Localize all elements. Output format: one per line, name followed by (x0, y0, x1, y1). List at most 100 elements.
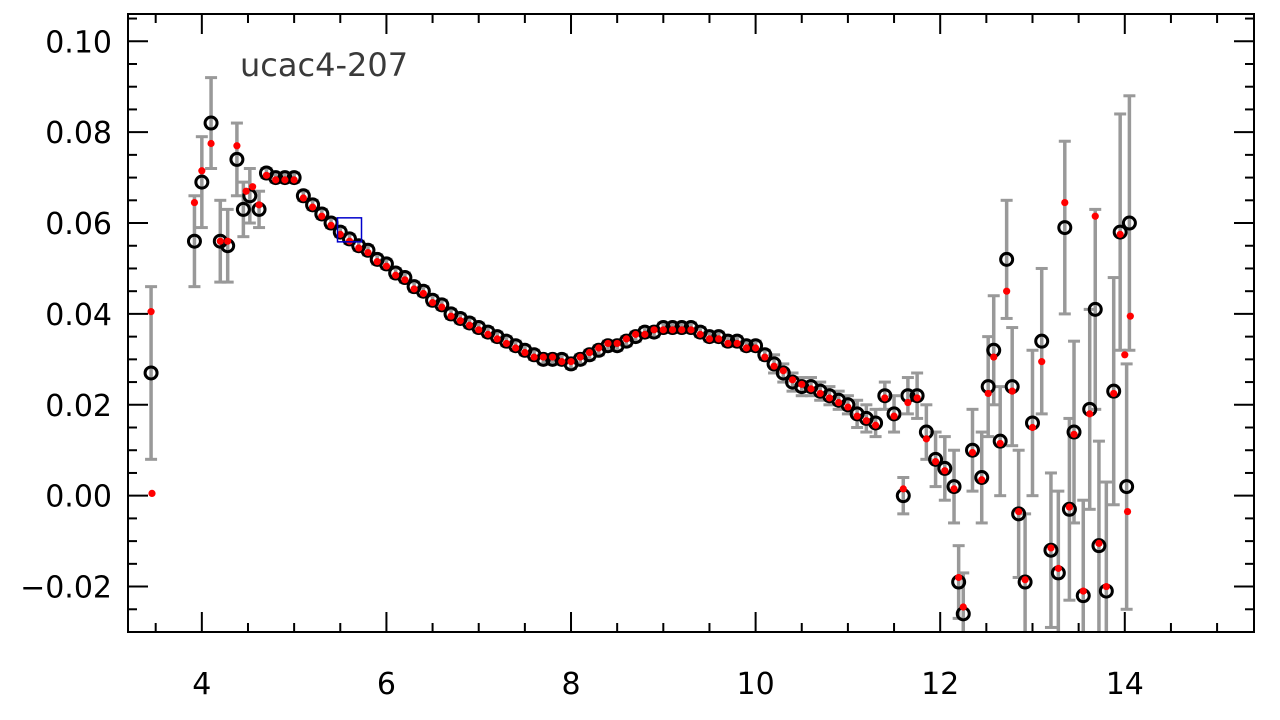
red-dot-point (539, 353, 547, 361)
red-dot-point (770, 362, 778, 370)
red-dot-point (1054, 564, 1062, 572)
red-dot-point (318, 212, 326, 220)
red-dot-point (807, 385, 815, 393)
red-dot-point (622, 335, 630, 343)
red-dot-point (881, 394, 889, 402)
y-tick-label: 0.10 (45, 25, 112, 60)
open-circle-point (545, 351, 561, 367)
open-circle-point (794, 379, 810, 395)
chart-title: ucac4-207 (240, 46, 408, 84)
red-dot-point (825, 394, 834, 402)
red-dot-point (428, 298, 437, 307)
open-circle-point (1034, 333, 1050, 349)
open-circle-point (1011, 506, 1027, 522)
open-circle-point (305, 197, 321, 213)
open-circle-point (674, 320, 690, 336)
red-dot-point (382, 262, 391, 270)
open-circle-point (946, 479, 962, 495)
red-dot-point (447, 312, 455, 320)
open-circle-point (194, 174, 210, 190)
red-dot-point (687, 326, 695, 334)
red-dot-point (931, 457, 940, 466)
red-dot-point (299, 194, 307, 202)
x-tick-label: 6 (377, 667, 396, 702)
red-dot-point (308, 203, 317, 211)
red-dot-point (392, 271, 400, 279)
x-tick-label: 8 (561, 667, 580, 702)
red-dot-point (456, 317, 464, 325)
red-dot-point (502, 339, 511, 348)
open-circle-point (1119, 479, 1135, 495)
plot-frame (127, 13, 1255, 633)
red-dot-point (705, 335, 714, 343)
open-circle-point (415, 283, 431, 299)
red-dot-point (355, 244, 363, 252)
red-dot-point (835, 398, 843, 407)
red-dot-point (984, 389, 992, 398)
red-dot-point (1070, 430, 1078, 438)
red-dot-point (659, 326, 667, 334)
red-dot-point (996, 439, 1004, 448)
red-dot-point (1091, 212, 1099, 220)
red-dot-point (913, 394, 921, 402)
red-dot-point (853, 412, 861, 420)
open-circle-point (974, 470, 990, 485)
red-dot-point (668, 326, 677, 334)
open-circle-point (268, 170, 284, 186)
red-dot-point (715, 335, 723, 343)
open-circle-point (965, 442, 980, 458)
red-dot-point (493, 335, 501, 343)
red-dot-point (1116, 230, 1124, 238)
red-dot-point (262, 171, 271, 179)
red-dot-point (1021, 576, 1029, 584)
red-dot-point (922, 435, 930, 443)
red-dot-point (733, 339, 741, 348)
open-circle-point (229, 151, 245, 167)
x-tick-label: 4 (192, 667, 211, 702)
open-circle-point (992, 433, 1008, 449)
open-circle-point (886, 406, 902, 422)
open-circle-point (360, 242, 376, 258)
red-dot-point (1008, 387, 1016, 395)
red-dot-point (148, 489, 156, 498)
red-dot-point (190, 198, 199, 207)
red-dot-point (233, 142, 241, 150)
red-dot-point (613, 339, 621, 348)
open-circle-point (332, 224, 348, 240)
red-dot-point (650, 326, 658, 334)
red-dot-point (224, 237, 232, 245)
red-dot-point (1110, 389, 1118, 398)
red-dot-point (779, 367, 787, 375)
red-dot-point (816, 389, 824, 398)
y-tick-label: −0.02 (20, 571, 112, 606)
red-dot-point (438, 303, 446, 311)
open-circle-point (295, 188, 311, 204)
red-dot-point (1061, 198, 1069, 207)
red-dot-point (1065, 503, 1074, 511)
red-dot-point (512, 344, 520, 352)
open-circle-point (203, 115, 219, 131)
red-dot-point (595, 344, 603, 352)
open-circle-point (1061, 501, 1077, 517)
open-circle-point (637, 324, 653, 340)
red-dot-point (419, 289, 427, 298)
open-circle-point (1017, 574, 1033, 590)
red-dot-point (327, 221, 335, 229)
red-dot-point (1028, 423, 1037, 432)
open-circle-point (1043, 542, 1059, 558)
red-dot-point (576, 353, 584, 361)
open-circle-point (314, 206, 330, 222)
red-dot-point (585, 348, 594, 357)
axes: 4 6 8 10 12 14 −0.02 0.00 0.02 0.04 0.06 0.08 0.10 (20, 14, 1254, 702)
red-dot-point (632, 330, 640, 338)
red-dot-point (1123, 507, 1132, 516)
red-dot-point (198, 167, 206, 175)
open-circle-point (928, 451, 944, 467)
open-circle-point (720, 333, 736, 349)
open-circle-point (600, 338, 616, 354)
red-dot-point (410, 285, 418, 293)
open-circle-point (701, 329, 717, 345)
red-dot-point (281, 176, 289, 184)
open-circle-point (143, 365, 159, 381)
